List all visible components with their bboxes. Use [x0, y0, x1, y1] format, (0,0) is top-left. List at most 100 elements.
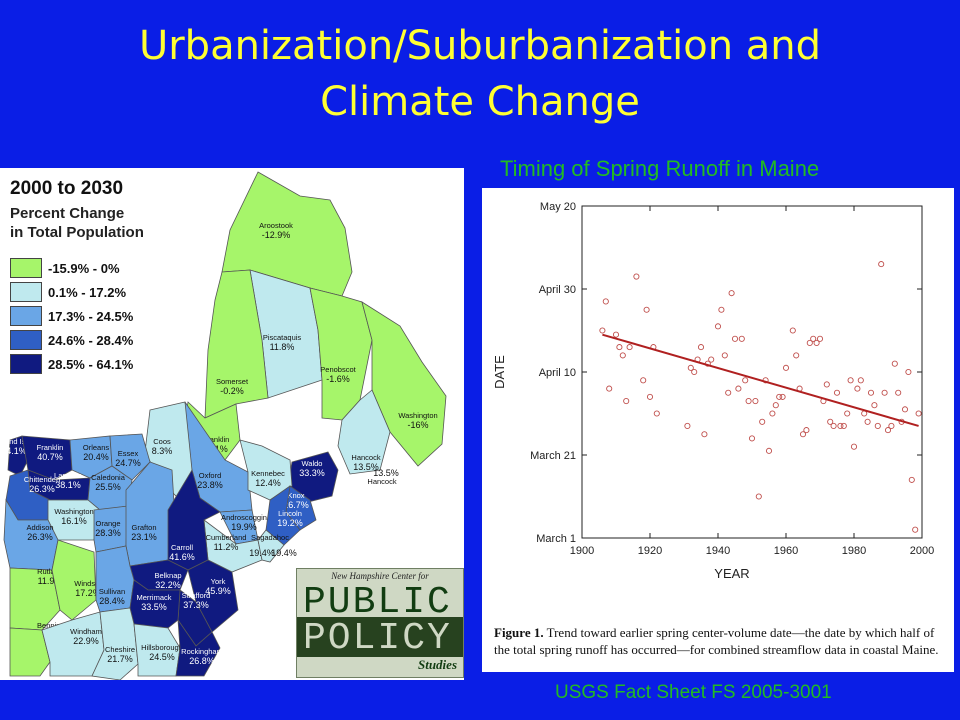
region-value: 32.2% [155, 580, 181, 590]
region-washington-me [361, 301, 447, 467]
x-tick-label: 1980 [842, 545, 866, 557]
data-point [813, 339, 820, 346]
data-point [735, 385, 742, 392]
data-point [905, 368, 912, 376]
data-point [691, 368, 698, 376]
y-axis-label: DATE [492, 355, 507, 389]
data-point [684, 422, 691, 429]
runoff-chart-panel: 1900 1920 1940 1960 1980 2000 May 20 April 30 Ap… [482, 188, 954, 672]
population-map: Aroostook-12.9%Piscataquis11.8%Somerset-… [0, 171, 447, 680]
region-name: Washington [398, 411, 437, 420]
region-value: 28.3% [95, 528, 121, 538]
region-value: 12.4% [255, 478, 281, 488]
region-name: Sagadahoc [251, 533, 289, 542]
data-point [908, 476, 915, 483]
region-value: 41.6% [169, 552, 195, 562]
chart-heading: Timing of Spring Runoff in Maine [500, 156, 820, 181]
region-essex [109, 433, 151, 481]
y-tick-label: March 1 [536, 533, 576, 545]
region-name: Hancock [351, 453, 380, 462]
caption-label: Figure 1. [494, 625, 544, 640]
data-point [891, 360, 898, 367]
data-point [857, 377, 864, 384]
region-name: Grafton [131, 523, 156, 532]
map-period-label: 2000 to 2030 [10, 178, 124, 199]
region-name: Penobscot [320, 365, 356, 374]
region-name: Piscataquis [263, 333, 302, 342]
runoff-scatter-chart: 1900 1920 1940 1960 1980 2000 May 20 April 30 Ap… [492, 201, 934, 581]
legend-swatch [10, 258, 42, 278]
region-value: 11.9% [38, 576, 63, 586]
region-value: 8.3% [152, 446, 173, 456]
region-rutland [9, 567, 61, 631]
region-value: 19.2% [277, 518, 303, 528]
data-point [871, 402, 878, 409]
region-value: 26.3% [27, 532, 53, 542]
legend-item: 0.1% - 17.2% [10, 280, 133, 304]
population-map-panel: Aroostook -12.9% Piscataquis 11.8% Somerset -… [0, 168, 464, 680]
region-name: Knox [287, 491, 304, 500]
data-point [646, 393, 654, 400]
data-point [619, 352, 626, 359]
region-name: Oxford [199, 471, 222, 480]
region-name: Orleans [83, 443, 110, 452]
figure-caption: Figure 1. Trend toward earlier spring ce… [494, 624, 946, 658]
y-tick-label: April 10 [539, 367, 576, 379]
data-point [606, 385, 613, 392]
region-value: 21.7% [107, 654, 133, 664]
data-point [867, 389, 875, 396]
legend-title-line-1: Percent Change [10, 205, 125, 222]
region-name: Cumberland [206, 533, 247, 542]
data-point [810, 335, 817, 342]
data-point [884, 427, 892, 434]
data-point [701, 431, 708, 438]
region-name: Addison [26, 523, 53, 532]
legend-label: 17.3% - 24.5% [48, 308, 134, 324]
region-cheshire [91, 607, 139, 680]
data-point [731, 335, 739, 342]
data-point [697, 344, 705, 351]
region-value: 26.8% [189, 656, 215, 666]
logo-word-policy: POLICY [303, 617, 452, 660]
region-value: -1.6% [326, 374, 350, 384]
region-value: 26.7% [283, 500, 309, 510]
region-franklin-vt [21, 435, 73, 481]
region-name: Orange [95, 519, 120, 528]
data-point [643, 306, 650, 313]
data-point [738, 335, 745, 342]
data-point [755, 493, 762, 500]
region-value: 17.2% [75, 588, 101, 598]
nh-public-policy-logo: New Hampshire Center for PUBLIC POLICY S… [296, 568, 464, 678]
legend-item: -15.9% - 0% [10, 256, 133, 280]
data-point [878, 261, 885, 268]
legend-label: -15.9% - 0% [48, 260, 120, 276]
data-point [912, 526, 919, 533]
legend-label: 0.1% - 17.2% [48, 284, 127, 300]
region-value: 19.4% [249, 548, 275, 558]
x-tick-label: 1940 [706, 545, 730, 557]
data-point [816, 335, 824, 342]
region-value: 37.3% [183, 600, 209, 610]
data-point [623, 397, 630, 405]
region-value: 19.4% [271, 548, 297, 558]
region-name: York [211, 577, 226, 586]
data-point [640, 377, 647, 384]
region-value: 16.1% [61, 516, 87, 526]
region-name: Kennebec [251, 469, 285, 478]
data-point [901, 406, 909, 413]
region-value: 22.9% [73, 636, 99, 646]
region-name: Coos [153, 437, 171, 446]
region-name: Franklin [203, 435, 230, 444]
region-value: 23.8% [197, 480, 223, 490]
legend-swatch [10, 330, 42, 350]
region-name: Grand Isle [0, 437, 31, 446]
region-grand-isle [7, 435, 29, 477]
region-name: Androscoggin [221, 513, 267, 522]
data-point [752, 397, 759, 405]
data-point [840, 422, 847, 429]
data-point [748, 435, 756, 442]
data-point [881, 389, 888, 396]
legend-item: 17.3% - 24.5% [10, 304, 133, 328]
region-rockingham [175, 618, 221, 677]
data-point [599, 327, 606, 334]
